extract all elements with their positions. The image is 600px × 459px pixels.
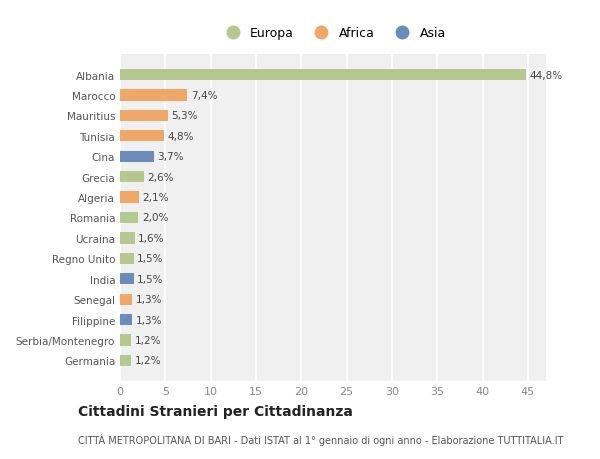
Bar	[120, 213, 138, 224]
Text: 7,4%: 7,4%	[191, 91, 217, 101]
Text: 1,6%: 1,6%	[138, 233, 164, 243]
Text: 44,8%: 44,8%	[530, 71, 563, 80]
Text: 1,3%: 1,3%	[136, 295, 162, 304]
Bar	[120, 335, 131, 346]
Text: 1,5%: 1,5%	[137, 254, 164, 264]
Bar	[120, 151, 154, 162]
Bar	[120, 111, 168, 122]
Text: Cittadini Stranieri per Cittadinanza: Cittadini Stranieri per Cittadinanza	[78, 404, 353, 419]
Bar	[120, 192, 139, 203]
Bar	[120, 90, 187, 101]
Bar	[120, 294, 132, 305]
Text: 2,0%: 2,0%	[142, 213, 168, 223]
Text: 2,6%: 2,6%	[147, 172, 173, 182]
Text: 1,3%: 1,3%	[136, 315, 162, 325]
Bar	[120, 355, 131, 366]
Bar	[120, 131, 164, 142]
Legend: Europa, Africa, Asia: Europa, Africa, Asia	[215, 22, 451, 45]
Text: CITTÀ METROPOLITANA DI BARI - Dati ISTAT al 1° gennaio di ogni anno - Elaborazio: CITTÀ METROPOLITANA DI BARI - Dati ISTAT…	[78, 433, 563, 445]
Text: 5,3%: 5,3%	[172, 111, 198, 121]
Text: 4,8%: 4,8%	[167, 132, 194, 141]
Bar	[120, 274, 134, 285]
Text: 1,2%: 1,2%	[134, 356, 161, 365]
Text: 1,2%: 1,2%	[134, 335, 161, 345]
Bar	[120, 314, 132, 325]
Bar	[120, 253, 134, 264]
Bar	[120, 172, 143, 183]
Bar	[120, 233, 134, 244]
Bar	[120, 70, 526, 81]
Text: 3,7%: 3,7%	[157, 152, 184, 162]
Text: 1,5%: 1,5%	[137, 274, 164, 284]
Text: 2,1%: 2,1%	[143, 193, 169, 203]
